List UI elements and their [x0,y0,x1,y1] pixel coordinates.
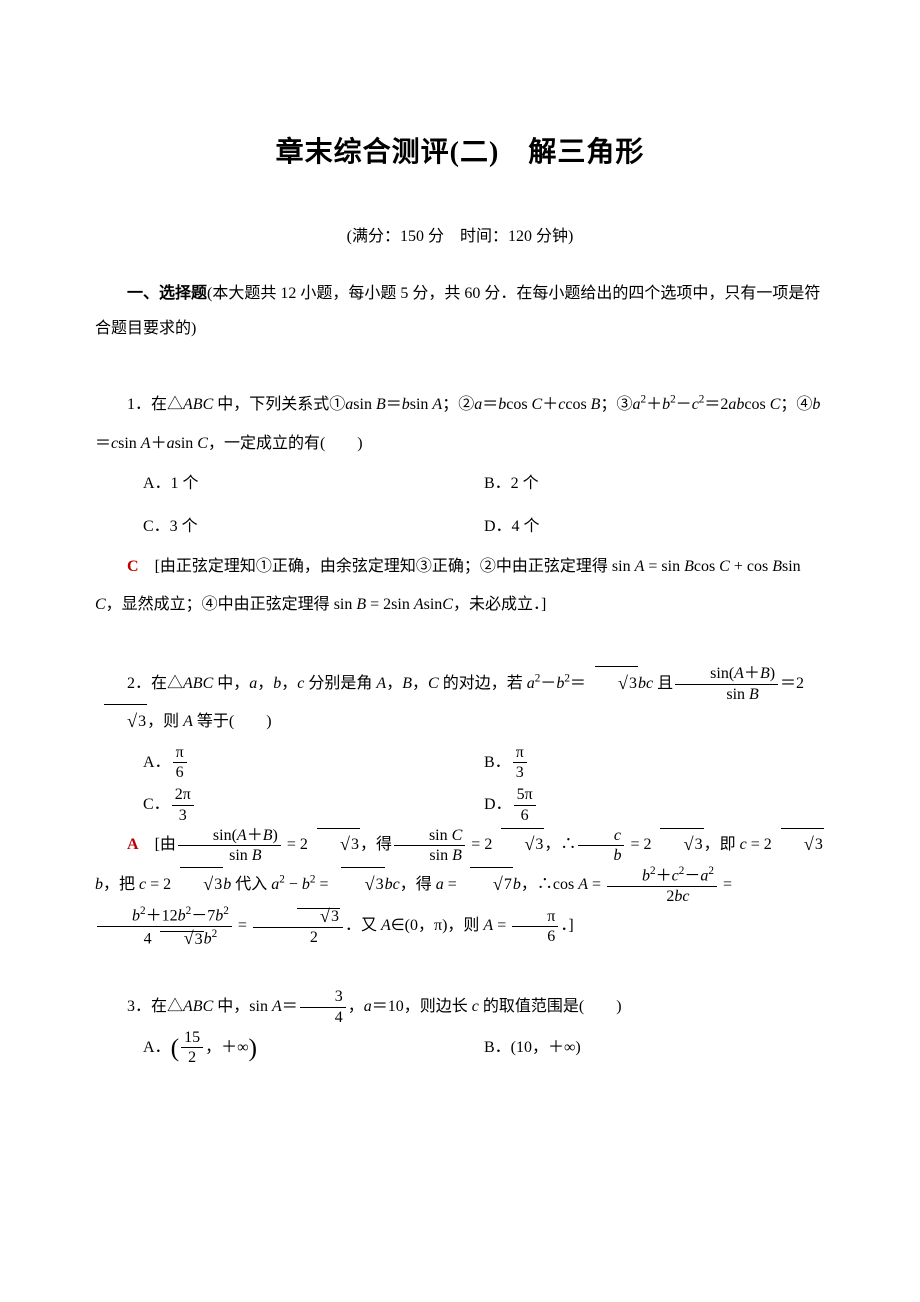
q2-answer-letter: A [127,836,139,853]
q2-opt-c-label: C． [143,786,170,824]
question-2: 2．在△ABC 中，a，b，c 分别是角 A，B，C 的对边，若 a2－b2＝√… [95,665,825,948]
q1-answer: C [由正弦定理知①正确，由余弦定理知③正确；②中由正弦定理得 sin A = … [95,548,825,625]
page-title: 章末综合测评(二) 解三角形 [95,130,825,170]
q2-opt-b: B．π3 [484,742,825,784]
exam-meta: (满分：150 分 时间：120 分钟) [95,222,825,246]
q3-opt-a: A．(152，＋∞) [143,1027,484,1069]
q3-stem: 3．在△ABC 中，sin A＝34，a＝10，则边长 c 的取值范围是( ) [95,988,825,1026]
q2a-num: π [173,744,187,764]
q1-opt-c: C．3 个 [143,506,484,548]
q3a-inf: ，＋∞ [205,1029,248,1067]
question-3: 3．在△ABC 中，sin A＝34，a＝10，则边长 c 的取值范围是( ) … [95,988,825,1069]
q3-number: 3． [127,998,151,1015]
q3-opt-b: B．(10，＋∞) [484,1027,825,1069]
q2-opt-a: A．π6 [143,742,484,784]
q2-opt-d-label: D． [484,786,512,824]
question-1: 1．在△ABC 中，下列关系式①asin B＝bsin A；②a＝bcos C＋… [95,386,825,624]
q1-answer-letter: C [127,558,139,575]
q2a-den: 6 [173,763,187,782]
q2d-num: 5π [514,786,536,806]
q3a-num: 15 [181,1029,203,1049]
q1-options: A．1 个 B．2 个 C．3 个 D．4 个 [95,463,825,548]
q2-opt-d: D．5π6 [484,784,825,826]
q2b-den: 3 [513,763,527,782]
q2-stem: 2．在△ABC 中，a，b，c 分别是角 A，B，C 的对边，若 a2－b2＝√… [95,665,825,742]
q1-opt-b: B．2 个 [484,463,825,505]
q2c-num: 2π [172,786,194,806]
q2-opt-c: C．2π3 [143,784,484,826]
q2-options: A．π6 B．π3 C．2π3 D．5π6 [95,742,825,827]
q3-options: A．(152，＋∞) B．(10，＋∞) [95,1027,825,1069]
q1-stem: 1．在△ABC 中，下列关系式①asin B＝bsin A；②a＝bcos C＋… [95,386,825,463]
q3-opt-a-label: A． [143,1029,171,1067]
q2c-den: 3 [172,806,194,825]
section-heading: 一、选择题(本大题共 12 小题，每小题 5 分，共 60 分．在每小题给出的四… [95,276,825,346]
q2d-den: 6 [514,806,536,825]
q2-answer: A [由sin(A＋B)sin B = 2√3，得sin Csin B = 2√… [95,826,825,948]
q2b-num: π [513,744,527,764]
q2-number: 2． [127,675,151,692]
section-label: 一、选择题 [127,285,207,302]
q3a-den: 2 [181,1048,203,1067]
q1-number: 1． [127,396,151,413]
q2-opt-a-label: A． [143,744,171,782]
q2-opt-b-label: B． [484,744,511,782]
q1-opt-a: A．1 个 [143,463,484,505]
q1-opt-d: D．4 个 [484,506,825,548]
